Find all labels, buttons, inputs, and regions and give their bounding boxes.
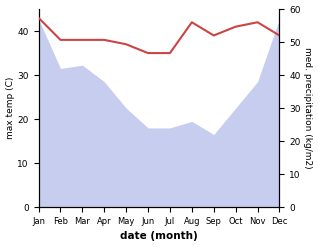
Y-axis label: max temp (C): max temp (C) (5, 77, 15, 139)
X-axis label: date (month): date (month) (120, 231, 198, 242)
Y-axis label: med. precipitation (kg/m2): med. precipitation (kg/m2) (303, 47, 313, 169)
